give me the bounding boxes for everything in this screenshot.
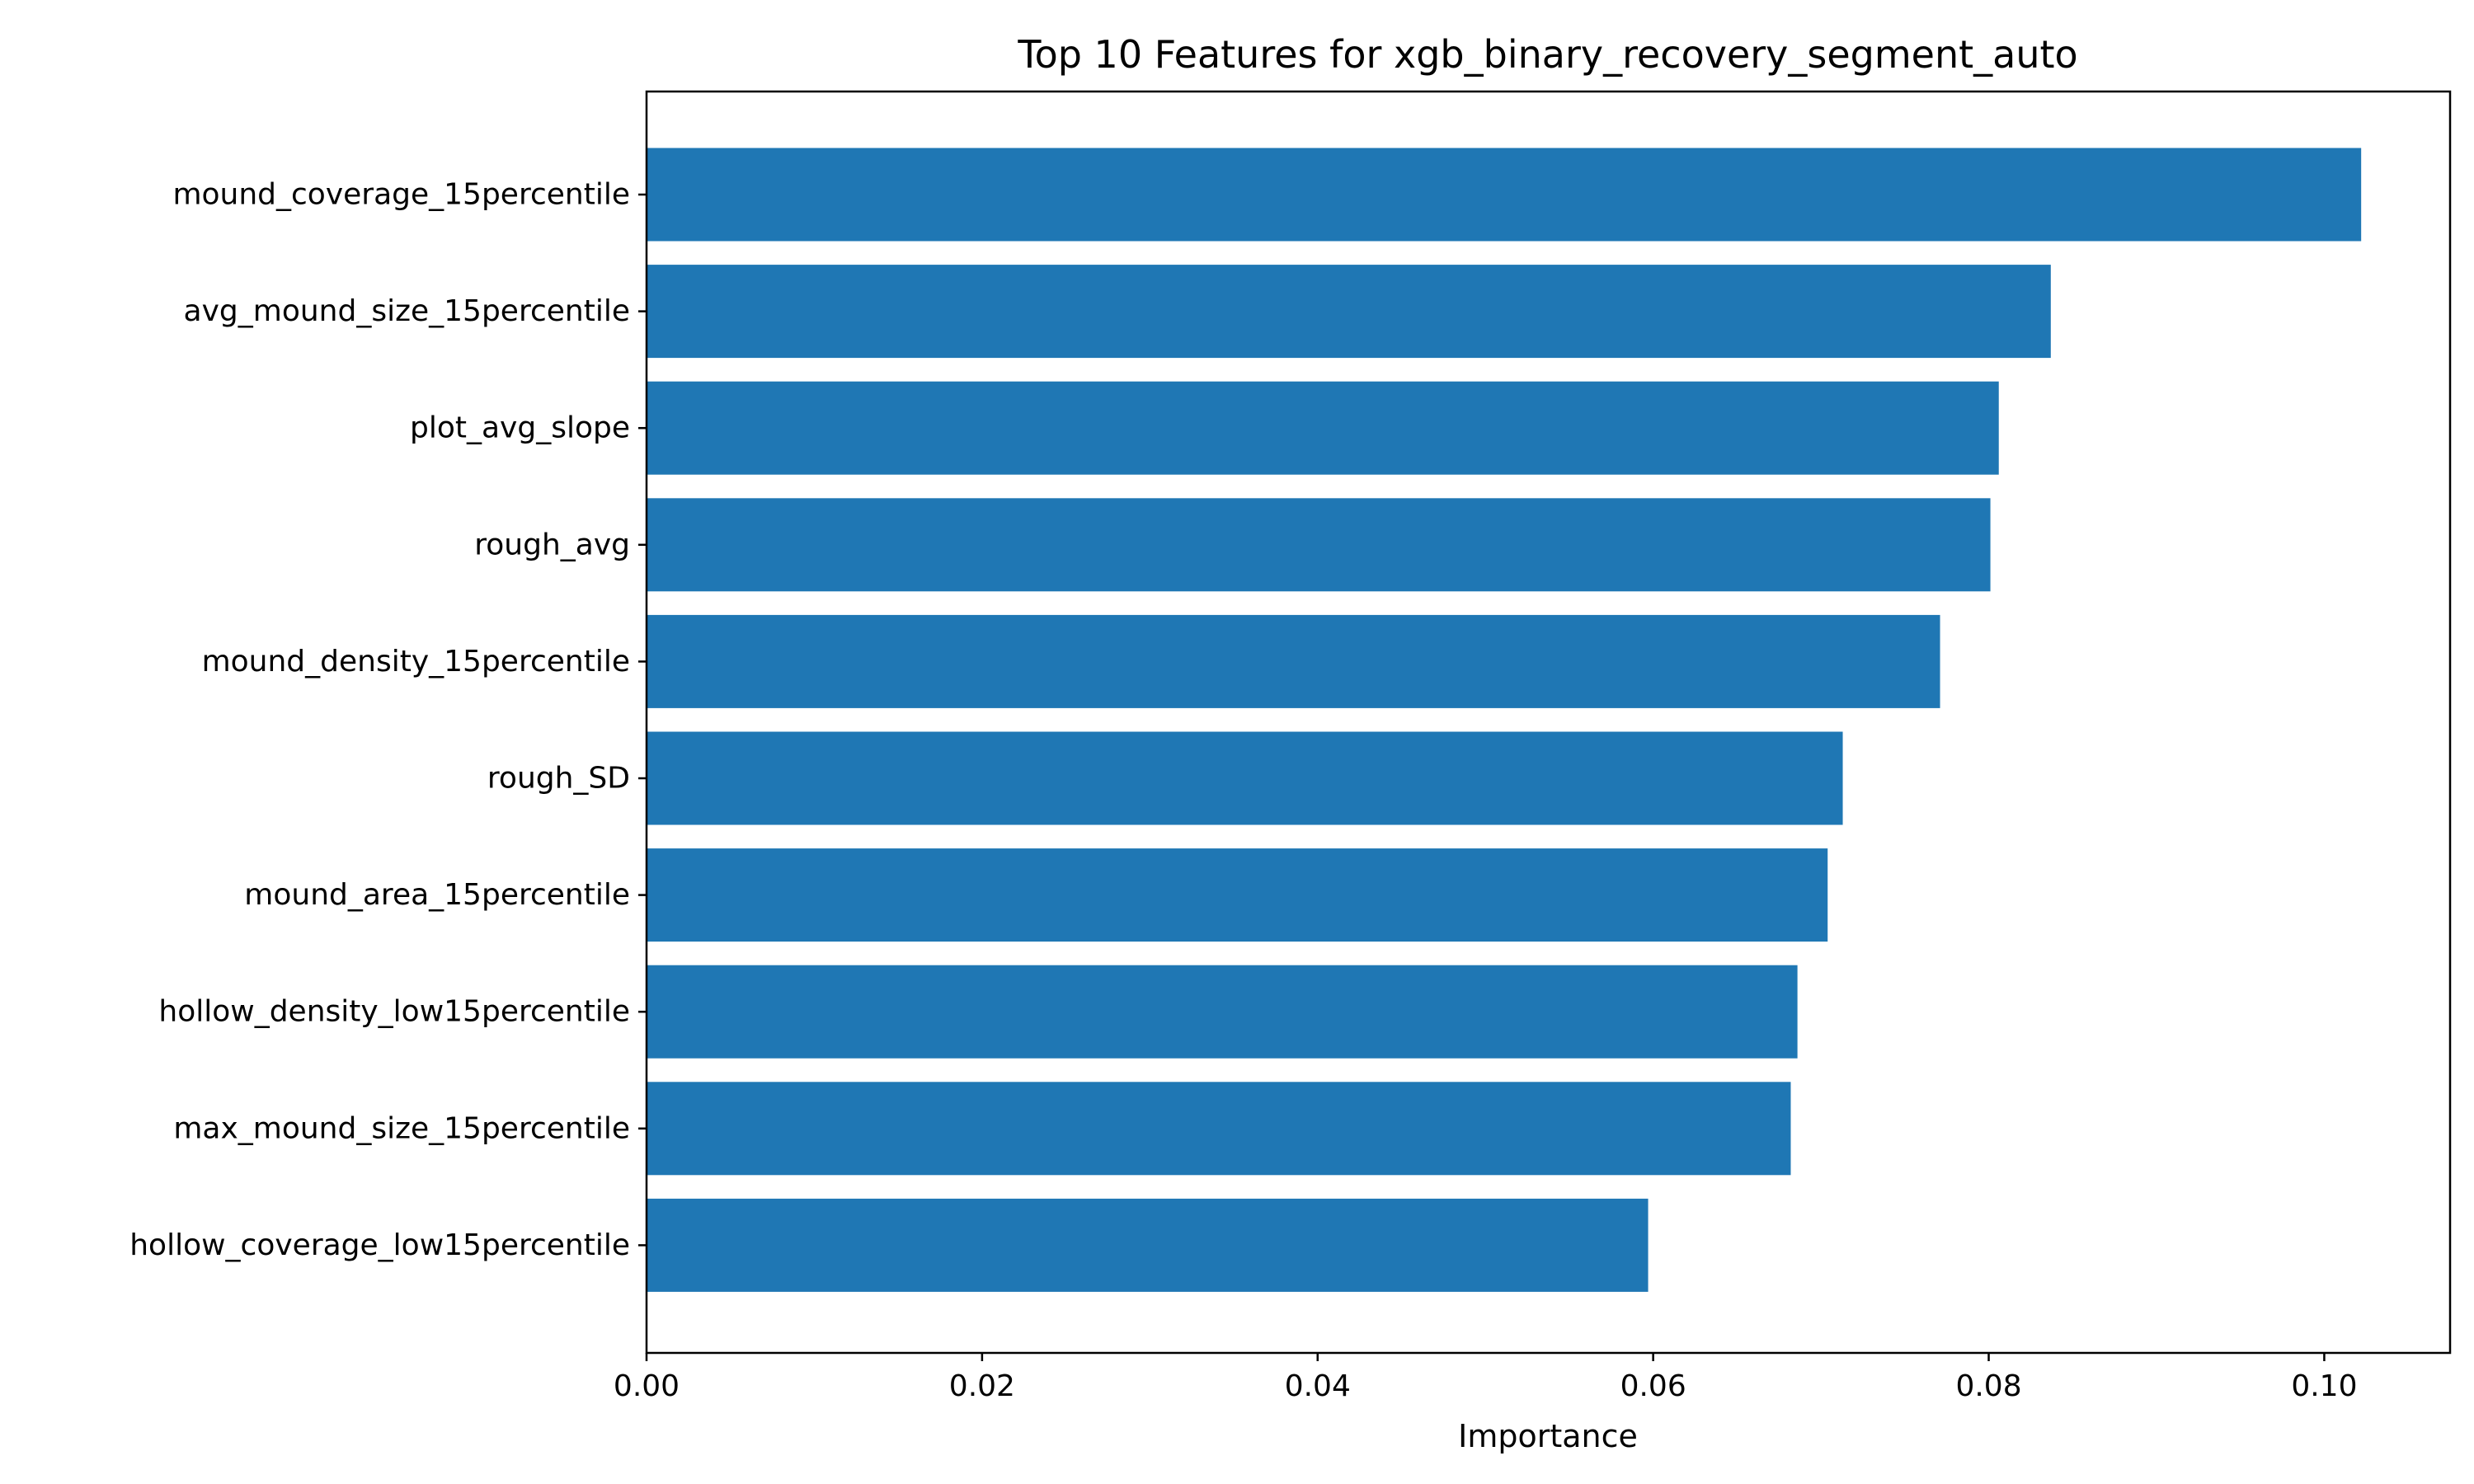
y-tick-label: hollow_density_low15percentile — [158, 995, 630, 1029]
bar-hollow_density_low15percentile — [647, 965, 1798, 1059]
plot-frame — [645, 90, 2452, 1355]
bar-mound_density_15percentile — [647, 614, 1940, 708]
x-tick-label: 0.02 — [949, 1369, 1015, 1403]
y-tick-label: max_mound_size_15percentile — [173, 1111, 630, 1145]
bar-rough_avg — [647, 498, 1991, 592]
bar-max_mound_size_15percentile — [647, 1082, 1791, 1176]
x-tick-label: 0.10 — [2291, 1369, 2357, 1403]
bar-hollow_coverage_low15percentile — [647, 1198, 1649, 1292]
bar-avg_mound_size_15percentile — [647, 265, 2051, 359]
chart-title: Top 10 Features for xgb_binary_recovery_… — [1017, 32, 2077, 77]
y-tick-label: mound_coverage_15percentile — [172, 178, 630, 212]
y-tick-label: mound_density_15percentile — [202, 645, 630, 679]
x-tick-label: 0.00 — [614, 1369, 680, 1403]
y-tick-label: hollow_coverage_low15percentile — [129, 1228, 630, 1262]
y-tick-label: mound_area_15percentile — [244, 878, 630, 912]
x-axis-label: Importance — [1458, 1418, 1638, 1454]
bar-rough_SD — [647, 731, 1843, 825]
x-tick-label: 0.04 — [1285, 1369, 1351, 1403]
x-tick-label: 0.08 — [1955, 1369, 2021, 1403]
y-tick-label: rough_avg — [474, 528, 630, 561]
y-tick-label: avg_mound_size_15percentile — [184, 294, 630, 328]
bar-mound_coverage_15percentile — [647, 148, 2362, 242]
y-axis-ticks: mound_coverage_15percentile avg_mound_siz… — [129, 178, 647, 1262]
bar-plot_avg_slope — [647, 381, 1999, 475]
bars-layer — [647, 148, 2362, 1292]
y-tick-label: plot_avg_slope — [410, 411, 630, 445]
x-axis-ticks: 0.00 0.02 0.04 0.06 0.08 0.10 — [614, 1353, 2357, 1403]
y-tick-label: rough_SD — [487, 762, 630, 796]
bar-mound_area_15percentile — [647, 848, 1828, 942]
x-tick-label: 0.06 — [1620, 1369, 1686, 1403]
